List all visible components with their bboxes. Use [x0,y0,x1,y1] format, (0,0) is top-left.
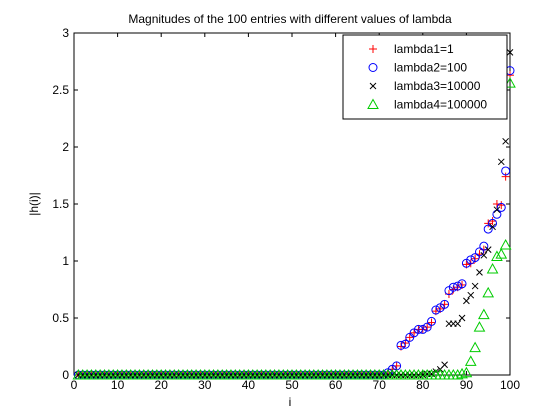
legend-entry: lambda3=10000 [394,79,481,93]
x-tick-label: 30 [198,378,212,392]
data-marks [72,49,516,380]
data-point [495,248,508,259]
data-point [467,291,475,299]
x-tick-label: 20 [155,378,169,392]
data-point [431,305,441,315]
x-tick-label: 90 [460,378,474,392]
data-point [457,279,467,289]
data-point [463,297,470,305]
data-point [497,158,505,166]
y-tick-label: 3 [62,26,69,40]
x-tick-label: 50 [285,378,299,392]
data-point [464,355,477,366]
legend-entry: lambda4=100000 [394,98,487,112]
data-point [458,314,466,322]
data-point [422,322,432,332]
x-tick-label: 60 [329,378,343,392]
data-point [427,316,437,326]
data-point [486,262,499,274]
legend-entry: lambda2=100 [394,61,467,75]
legend-marker [369,45,377,53]
y-tick-label: 0 [62,368,69,382]
legend-marker [369,82,377,90]
data-point [469,341,481,353]
data-point [499,239,512,250]
y-axis-label: |h(i)| [27,192,41,216]
legend-entry: lambda1=1 [394,42,454,56]
data-point [491,250,503,261]
y-tick-label: 2 [62,140,69,154]
data-point [441,361,448,369]
data-point [474,247,484,257]
data-point [484,246,492,253]
chart-title: Magnitudes of the 100 entries with diffe… [128,12,452,26]
data-point [482,286,495,298]
data-point [454,320,462,328]
data-point [413,324,423,334]
axis-ticks: 0 10 20 30 40 50 60 70 80 90 100 0 0.5 1 1.5 2 2.5 3 [52,26,520,392]
legend-marker [367,98,379,109]
data-point [480,251,488,259]
data-point [501,166,511,176]
x-axis-label: i [289,395,292,409]
data-point [400,339,410,349]
x-tick-label: 80 [416,378,430,392]
data-point [477,308,490,320]
data-point [466,255,476,265]
x-tick-label: 40 [242,378,256,392]
y-tick-label: 0.5 [52,311,69,325]
data-point [471,282,479,290]
legend-marker [368,63,378,72]
x-tick-label: 100 [500,378,520,392]
x-tick-label: 70 [373,378,387,392]
data-point [496,202,506,212]
data-point [460,366,473,378]
data-point [470,253,480,263]
y-tick-label: 1 [62,254,69,268]
data-point [456,367,468,379]
legend: lambda1=1 lambda2=100 lambda3=10000 lambda4… [342,34,508,120]
data-point [501,172,510,181]
data-point [476,269,483,276]
data-point [448,282,458,292]
data-point [453,281,463,291]
data-point [418,324,428,334]
data-point [428,370,435,378]
data-point [479,241,489,251]
series-4 [72,77,516,380]
x-tick-label: 0 [71,378,78,392]
data-point [483,224,493,234]
data-point [473,321,486,332]
data-point [488,217,497,226]
data-point [451,368,464,380]
data-point [506,49,514,56]
data-point [396,340,406,350]
data-point [405,333,414,342]
data-point [493,206,501,214]
x-tick-label: 10 [111,378,125,392]
data-point [489,223,496,231]
y-tick-label: 1.5 [52,197,69,211]
y-tick-label: 2.5 [52,83,69,97]
data-point [502,137,509,145]
data-point [440,299,450,309]
data-point [497,201,506,210]
